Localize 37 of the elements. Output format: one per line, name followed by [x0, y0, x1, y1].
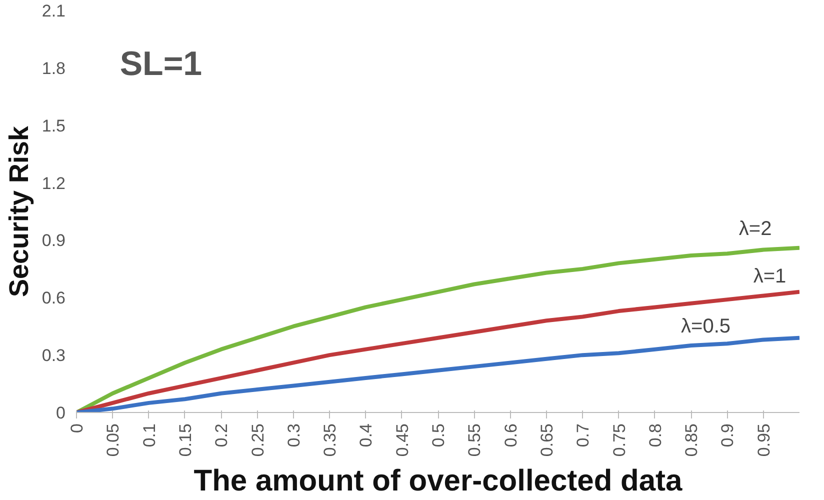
x-tick-label: 0.1: [140, 423, 159, 448]
x-tick-label: 0.4: [356, 423, 376, 448]
x-tick-label: 0.35: [320, 423, 340, 457]
y-tick-label: 0.9: [42, 231, 66, 250]
x-tick-label: 0.5: [429, 423, 448, 448]
x-tick-label: 0.65: [537, 423, 556, 457]
x-tick-label: 0.95: [754, 423, 774, 457]
annotation: λ=0.5: [681, 316, 731, 338]
y-axis-title: Security Risk: [4, 124, 34, 298]
x-tick-label: 0.25: [248, 423, 268, 457]
annotation: SL=1: [120, 44, 202, 83]
y-tick-label: 0.3: [42, 346, 66, 366]
x-tick-label: 0.15: [176, 423, 195, 457]
x-tick-label: 0.85: [682, 423, 702, 457]
x-tick-label: 0.55: [465, 423, 484, 457]
annotation: λ=2: [738, 218, 772, 240]
line-series: [76, 336, 800, 412]
y-tick-label: 0.6: [42, 288, 66, 308]
y-tick-label: 1.5: [42, 116, 66, 136]
x-tick-label: 0.9: [718, 423, 738, 448]
line-series: [76, 290, 800, 412]
y-tick-label: 0: [56, 404, 66, 422]
x-tick-label: 0.6: [501, 423, 520, 448]
annotation: λ=1: [753, 266, 786, 288]
x-tick-label: 0.75: [610, 423, 629, 457]
y-tick-label: 1.8: [42, 58, 66, 78]
x-tick-label: 0.2: [212, 423, 232, 448]
x-tick-label: 0.7: [574, 423, 593, 448]
y-tick-label: 1.2: [42, 174, 66, 193]
x-tick-label: 0: [68, 423, 86, 433]
x-tick-label: 0.3: [284, 423, 304, 448]
x-tick-label: 0.05: [104, 423, 123, 457]
x-tick-label: 0.8: [646, 423, 665, 448]
line-series: [76, 246, 800, 412]
y-tick-label: 2.1: [42, 2, 66, 20]
x-axis-title: The amount of over-collected data: [194, 464, 683, 498]
x-tick-label: 0.45: [392, 423, 412, 457]
